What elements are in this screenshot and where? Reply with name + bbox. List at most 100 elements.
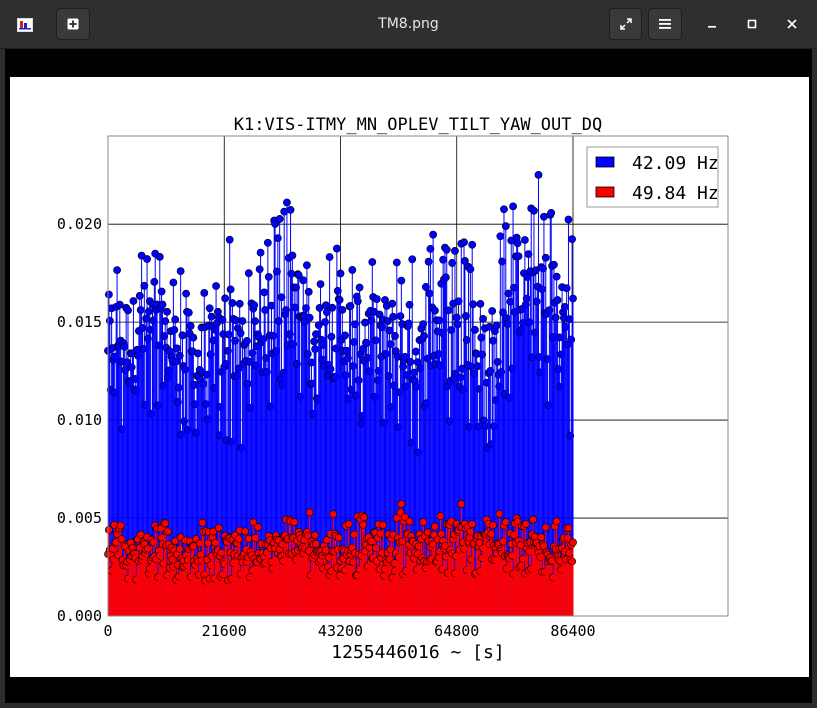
plot-frame [107,135,729,617]
point [509,202,517,211]
point [286,205,295,214]
fullscreen-button[interactable] [609,8,642,40]
x-axis-label: 1255446016 ~ [s] [331,642,504,663]
point [500,205,508,214]
point [564,215,573,224]
point [263,238,272,247]
point [499,537,507,546]
point [560,303,569,311]
point [332,244,341,253]
point [471,325,479,334]
point [236,329,245,338]
point [324,553,333,562]
point [205,304,214,313]
point [489,336,497,345]
menu-button[interactable] [648,8,682,40]
point [250,301,259,310]
legend-swatch [595,186,615,198]
maximize-button[interactable] [740,12,764,36]
point [255,265,264,274]
point [271,220,280,228]
legend: 42.09 Hz 49.84 Hz [586,146,719,208]
point [175,544,184,553]
minimize-button[interactable] [700,12,724,36]
fullscreen-icon [619,18,632,30]
point [552,272,561,281]
point [304,287,313,296]
point [525,318,534,327]
point [116,521,125,530]
point [328,303,337,312]
point [478,350,487,359]
point [492,321,501,330]
legend-label: 42.09 Hz [632,153,719,174]
point [391,332,399,340]
point [569,538,577,547]
point [567,335,576,344]
point [253,523,262,532]
point [260,288,269,297]
point [310,337,319,346]
point [346,302,355,310]
x-tick-label: 21600 [202,622,247,640]
point [184,556,192,564]
point [311,531,319,540]
title-bar: TM8.png [0,0,817,49]
point [392,258,401,267]
point [312,540,320,548]
point [454,297,463,306]
point [388,299,397,308]
point [426,244,435,253]
point [513,517,522,526]
point [444,306,453,315]
point [457,499,466,508]
y-tick-label: 0.015 [57,313,102,331]
point [435,316,444,325]
point [488,307,497,315]
point [520,236,529,244]
plot-series [104,170,577,616]
point [259,335,268,344]
point [194,349,202,358]
point [170,326,179,334]
point [534,170,543,179]
point [178,331,187,340]
point [105,525,113,534]
point [501,222,510,231]
point [129,297,138,305]
point [182,289,191,298]
point [419,320,428,328]
axis-ticks: 0 21600 43200 64800 86400 0.000 0.005 0.010 0.01… [57,215,596,640]
point [238,317,247,325]
point [447,326,456,334]
point [333,287,342,295]
point [524,250,533,259]
point [221,294,230,303]
y-tick-label: 0.010 [57,411,102,429]
point [336,269,345,278]
point [396,312,405,320]
point [504,289,513,298]
point [498,257,507,266]
point [541,253,550,262]
point [140,281,149,290]
point [302,304,310,313]
close-button[interactable] [780,12,804,36]
point [405,300,414,309]
point [334,533,343,542]
point [553,296,562,304]
point [354,376,363,385]
point [251,534,260,542]
point [174,383,183,392]
point [105,316,114,325]
point [335,296,344,304]
new-tab-button[interactable] [56,8,90,40]
new-tab-icon [67,18,79,30]
chart: K1:VIS-ITMY_MN_OPLEV_TILT_YAW_OUT_DQ 0 21… [57,115,729,663]
point [218,316,227,324]
point [198,518,207,527]
point [537,533,546,542]
point [322,546,330,555]
point [539,264,547,273]
y-tick-label: 0.005 [57,509,102,527]
